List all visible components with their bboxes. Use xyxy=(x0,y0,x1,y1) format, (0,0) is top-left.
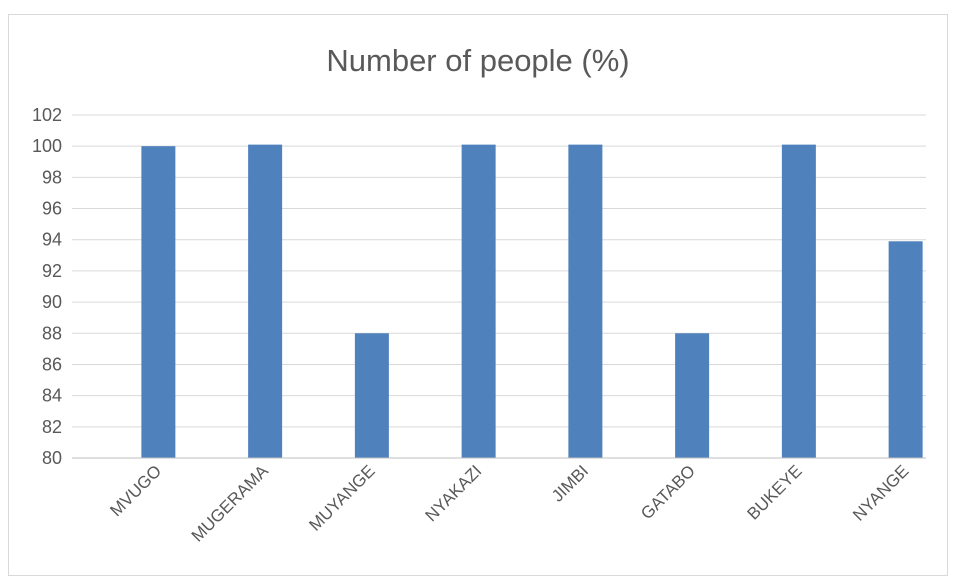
bar-nyange xyxy=(888,241,923,458)
x-category-label: JIMBI xyxy=(548,461,592,505)
x-category-label: BUKEYE xyxy=(743,461,805,523)
bar-bukeye xyxy=(781,144,816,458)
y-tick-label: 98 xyxy=(42,167,62,187)
y-tick-label: 90 xyxy=(42,292,62,312)
y-tick-label: 88 xyxy=(42,323,62,343)
x-category-label: MUYANGE xyxy=(305,461,378,534)
y-tick-label: 84 xyxy=(42,386,62,406)
x-category-label: NYANGE xyxy=(849,461,912,524)
x-category-label: MUGERAMA xyxy=(188,461,273,546)
bar-mvugo xyxy=(141,146,176,458)
bar-nyakazi xyxy=(461,144,496,458)
bars xyxy=(141,144,923,458)
bar-gatabo xyxy=(675,333,710,458)
chart-title: Number of people (%) xyxy=(326,43,630,78)
y-tick-label: 102 xyxy=(32,105,62,125)
x-category-labels: MVUGO MUGERAMA MUYANGE NYAKAZI JIMBI GATABO BU… xyxy=(106,461,912,546)
bar-mugerama xyxy=(248,144,283,458)
x-category-label: MVUGO xyxy=(106,461,165,520)
y-tick-label: 100 xyxy=(32,136,62,156)
y-tick-label: 96 xyxy=(42,199,62,219)
bar-muyange xyxy=(354,333,389,458)
x-category-label: GATABO xyxy=(637,461,699,523)
x-category-label: NYAKAZI xyxy=(421,461,485,525)
y-tick-label: 82 xyxy=(42,417,62,437)
y-tick-label: 86 xyxy=(42,354,62,374)
y-tick-label: 92 xyxy=(42,261,62,281)
y-tick-labels: 80 82 84 86 88 90 92 94 96 98 100 102 xyxy=(32,105,62,468)
y-tick-label: 94 xyxy=(42,230,62,250)
bar-jimbi xyxy=(568,144,603,458)
y-tick-label: 80 xyxy=(42,448,62,468)
